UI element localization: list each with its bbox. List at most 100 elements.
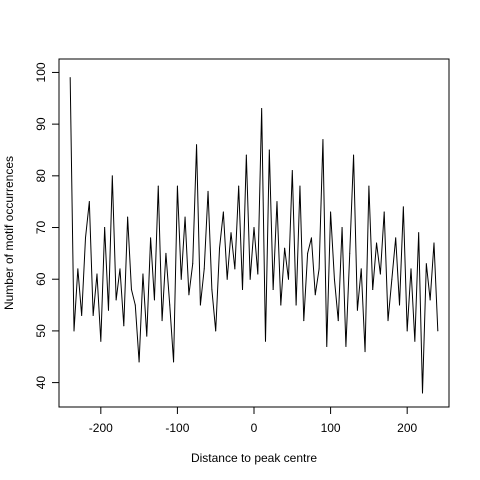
data-point bbox=[234, 268, 236, 270]
data-point bbox=[150, 237, 152, 239]
x-tick-label: -100 bbox=[165, 421, 189, 435]
data-point bbox=[176, 185, 178, 187]
data-point bbox=[138, 361, 140, 363]
data-point bbox=[414, 340, 416, 342]
data-point bbox=[215, 330, 217, 332]
series-layer bbox=[69, 77, 439, 394]
data-point bbox=[295, 304, 297, 306]
y-tick-label: 40 bbox=[34, 376, 48, 390]
data-point bbox=[356, 309, 358, 311]
data-point bbox=[422, 392, 423, 394]
data-point bbox=[192, 263, 194, 265]
data-point bbox=[173, 361, 175, 363]
data-point bbox=[222, 211, 224, 213]
data-point bbox=[391, 278, 393, 280]
y-tick-label: 80 bbox=[34, 169, 48, 183]
data-point bbox=[245, 154, 247, 156]
data-point bbox=[330, 211, 332, 213]
data-point bbox=[81, 314, 83, 316]
y-axis-label: Number of motif occurrences bbox=[2, 156, 16, 310]
data-point bbox=[372, 289, 374, 291]
data-point bbox=[268, 149, 270, 151]
data-point bbox=[107, 309, 109, 311]
data-point bbox=[272, 289, 274, 291]
data-point bbox=[291, 170, 293, 172]
data-point bbox=[429, 299, 431, 301]
data-point bbox=[314, 294, 316, 296]
y-tick-label: 70 bbox=[34, 221, 48, 235]
data-point bbox=[387, 320, 389, 322]
data-point bbox=[134, 304, 136, 306]
data-point bbox=[226, 278, 228, 280]
data-point bbox=[376, 242, 378, 244]
data-point bbox=[230, 232, 232, 234]
data-point bbox=[199, 304, 201, 306]
data-point bbox=[406, 330, 408, 332]
x-tick-label: 100 bbox=[321, 421, 341, 435]
data-point bbox=[249, 278, 251, 280]
data-point bbox=[153, 299, 155, 301]
data-point bbox=[310, 237, 312, 239]
data-point bbox=[307, 252, 309, 254]
data-point bbox=[96, 273, 98, 275]
data-point bbox=[399, 304, 401, 306]
y-tick-label: 100 bbox=[34, 62, 48, 82]
data-point bbox=[284, 247, 286, 249]
data-point bbox=[345, 345, 347, 347]
data-point bbox=[146, 335, 148, 337]
data-point bbox=[395, 237, 397, 239]
x-tick-label: 0 bbox=[251, 421, 258, 435]
data-point bbox=[165, 252, 167, 254]
data-point bbox=[425, 263, 427, 265]
data-point bbox=[161, 320, 163, 322]
data-point bbox=[280, 304, 282, 306]
data-point bbox=[303, 320, 305, 322]
data-point bbox=[211, 289, 213, 291]
data-point bbox=[123, 325, 125, 327]
data-point bbox=[364, 351, 366, 353]
data-point bbox=[383, 211, 385, 213]
data-point bbox=[88, 201, 90, 203]
data-point bbox=[219, 247, 221, 249]
plot-frame bbox=[58, 58, 450, 408]
data-point bbox=[142, 273, 144, 275]
data-point bbox=[253, 227, 255, 229]
data-point bbox=[242, 289, 244, 291]
data-point bbox=[261, 108, 263, 110]
data-point bbox=[287, 278, 289, 280]
data-point bbox=[299, 185, 301, 187]
data-point bbox=[157, 185, 159, 187]
data-point bbox=[184, 216, 186, 218]
data-point bbox=[368, 185, 370, 187]
data-point bbox=[318, 268, 320, 270]
x-axis-label: Distance to peak centre bbox=[191, 451, 317, 465]
x-tick-label: -200 bbox=[89, 421, 113, 435]
data-point bbox=[130, 289, 132, 291]
data-point bbox=[402, 206, 404, 208]
data-point bbox=[322, 139, 324, 141]
data-point bbox=[127, 216, 129, 218]
x-tick-label: 200 bbox=[397, 421, 417, 435]
data-point bbox=[104, 227, 106, 229]
data-point bbox=[379, 273, 381, 275]
data-point bbox=[196, 144, 198, 146]
data-point bbox=[349, 252, 351, 254]
data-point bbox=[73, 330, 75, 332]
data-point bbox=[203, 268, 205, 270]
data-point bbox=[180, 278, 182, 280]
data-point bbox=[100, 340, 102, 342]
data-point bbox=[188, 294, 190, 296]
data-point bbox=[433, 242, 435, 244]
data-point bbox=[341, 227, 343, 229]
data-point bbox=[69, 77, 71, 79]
y-tick-label: 50 bbox=[34, 324, 48, 338]
y-tick-label: 90 bbox=[34, 117, 48, 131]
data-point bbox=[115, 299, 117, 301]
data-point bbox=[353, 154, 355, 156]
data-point bbox=[257, 273, 259, 275]
data-point bbox=[169, 304, 171, 306]
data-point bbox=[360, 268, 362, 270]
data-point bbox=[119, 268, 121, 270]
